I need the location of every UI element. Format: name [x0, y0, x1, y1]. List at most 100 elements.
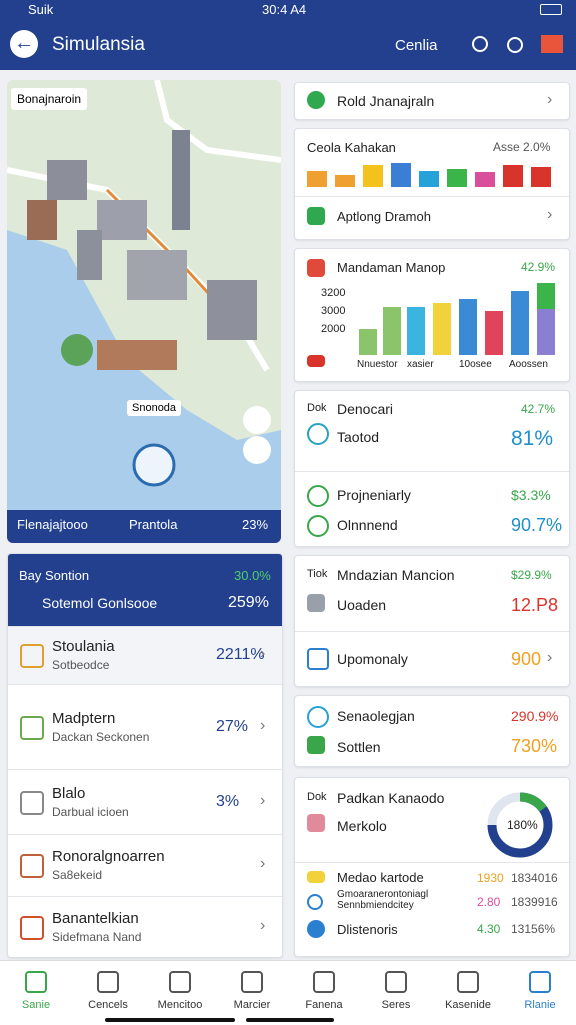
card-value: 42.9%: [521, 260, 556, 274]
card: Senaolegjan 290.9% Sottlen 730%: [294, 695, 570, 767]
row-value: 13156%: [511, 922, 556, 936]
list-row[interactable]: Madptern Dackan Seckonen 27% ›: [8, 684, 282, 770]
notification-icon[interactable]: [507, 37, 523, 53]
card-prefix: Tiok: [307, 568, 328, 580]
row-label: Projneniarly: [337, 487, 411, 503]
nav-item[interactable]: Marcier: [216, 961, 288, 1017]
map-footer-right: 23%: [242, 517, 269, 532]
map-footer: [7, 510, 281, 543]
row-value: 1834016: [511, 871, 558, 885]
row-value: 1930: [477, 871, 504, 885]
row-subtitle: Sotbeodce: [52, 658, 110, 672]
list-row[interactable]: Ronoralgnoarren Sa8ekeid ›: [8, 834, 282, 897]
card-title: Padkan Kanaodo: [337, 790, 445, 806]
row-icon: [20, 715, 44, 740]
row-value: 290.9%: [511, 708, 559, 724]
panel-title: Bay Sontion: [19, 568, 90, 583]
left-panel: Bay Sontion 30.0% Sotemol Gonlsooe 259% …: [7, 553, 283, 958]
nav-icon: [97, 971, 119, 993]
card-value: Asse 2.0%: [493, 140, 551, 154]
home-indicator: [105, 1018, 235, 1022]
row-value: 730%: [511, 736, 558, 756]
bottom-nav: Sanie Cencels Mencitoo Marcier Fanena Seres Ka…: [0, 960, 576, 1025]
card: Dok Padkan Kanaodo Merkolo 180% Medao ka…: [294, 777, 570, 957]
row-value: 2.80: [477, 895, 501, 909]
nav-item[interactable]: Mencitoo: [144, 961, 216, 1017]
card-prefix: Dok: [307, 791, 327, 803]
row-icon: [20, 644, 44, 668]
row-label: Dlistenoris: [337, 922, 398, 937]
nav-label: Mencitoo: [157, 999, 203, 1011]
top-bar: [0, 0, 576, 70]
row-label: Gmoaranerontoniagl Sennbmiendcitey: [337, 889, 429, 911]
list-row[interactable]: Blalo Darbual icioen 3% ›: [8, 769, 282, 835]
panel-title-value: 30.0%: [234, 568, 271, 583]
card-title: Ceola Kahakan: [307, 140, 396, 155]
row-label: Taotod: [337, 429, 380, 445]
card-title: Mndazian Mancion: [337, 567, 455, 583]
page-title: Simulansia: [52, 34, 145, 55]
card-value: 42.7%: [521, 402, 556, 416]
list-row[interactable]: Banantelkian Sidefmana Nand ›: [8, 896, 282, 957]
nav-icon: [457, 971, 479, 993]
separator: [295, 862, 569, 863]
card: Tiok Mndazian Mancion $29.9% Uoaden 12.P…: [294, 555, 570, 687]
nav-item[interactable]: Cencels: [72, 961, 144, 1017]
panel-header: [8, 554, 282, 626]
nav-item[interactable]: Rlanie: [504, 961, 576, 1017]
nav-item[interactable]: Kasenide: [432, 961, 504, 1017]
chevron: ›: [260, 791, 266, 809]
battery: [540, 4, 562, 15]
card-title: Denocari: [337, 401, 394, 417]
row-value: 900: [511, 649, 542, 669]
card: Mandaman Manop 42.9% 3200 3000 2000 Nnue…: [294, 248, 570, 382]
chevron: ›: [260, 855, 266, 872]
nav-item[interactable]: Fanena: [288, 961, 360, 1017]
nav-icon: [529, 971, 551, 993]
card-title: Rold Jnanajraln: [337, 93, 435, 109]
row-title: Ronoralgnoarren: [52, 848, 165, 865]
nav-item[interactable]: Sanie: [0, 961, 72, 1017]
row-label: Medao kartode: [337, 870, 424, 885]
map-label: Bonajnaroin: [11, 88, 88, 110]
row-title: Banantelkian: [52, 909, 139, 927]
row-label: Uoaden: [337, 597, 387, 613]
back-button[interactable]: ←: [10, 30, 38, 58]
x-label: 10osee: [459, 359, 492, 370]
card-link[interactable]: Aptlong Dramoh: [337, 209, 431, 224]
row-title: Madptern: [52, 709, 116, 727]
row-label: Upomonaly: [337, 651, 408, 667]
chevron: ›: [260, 916, 266, 934]
nav-item[interactable]: Seres: [360, 961, 432, 1017]
row-icon: [20, 854, 44, 878]
donut: [487, 792, 553, 858]
row-value: 4.30: [477, 922, 501, 936]
header-action[interactable]: Cenlia: [395, 37, 438, 54]
card[interactable]: Rold Jnanajraln ›: [294, 82, 570, 120]
search-icon[interactable]: [472, 36, 488, 52]
row-value: $3.3%: [511, 487, 551, 503]
nav-label: Kasenide: [445, 999, 491, 1011]
panel-subtitle-value: 259%: [228, 594, 269, 611]
bar-art: [359, 283, 555, 355]
nav-icon: [241, 971, 263, 993]
nav-icon: [385, 971, 407, 993]
menu-icon[interactable]: [541, 35, 563, 53]
row-label: Olnnnend: [337, 517, 398, 533]
separator: [295, 196, 569, 197]
card: Ceola Kahakan Asse 2.0% Aptlong Dramoh ›: [294, 128, 570, 240]
row-label: Sottlen: [337, 739, 381, 755]
card-prefix: Dok: [307, 402, 327, 414]
x-label: Aoossen: [509, 359, 548, 370]
selected-row-bg: [8, 626, 282, 684]
nav-label: Fanena: [305, 999, 343, 1011]
map[interactable]: Bonajnaroin Snonoda Flenajajtooo Prantol…: [7, 80, 281, 543]
axis-label: 3200: [321, 287, 346, 299]
card-title: Mandaman Manop: [337, 260, 446, 275]
x-label: xasier: [407, 359, 434, 370]
list-row[interactable]: Stoulania Sotbeodce 2211% ›: [8, 626, 282, 685]
nav-icon: [169, 971, 191, 993]
nav-label: Sanie: [21, 999, 51, 1011]
nav-icon: [313, 971, 335, 993]
